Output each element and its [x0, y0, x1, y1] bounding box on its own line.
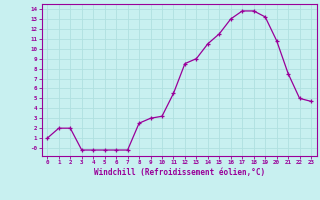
- X-axis label: Windchill (Refroidissement éolien,°C): Windchill (Refroidissement éolien,°C): [94, 168, 265, 177]
